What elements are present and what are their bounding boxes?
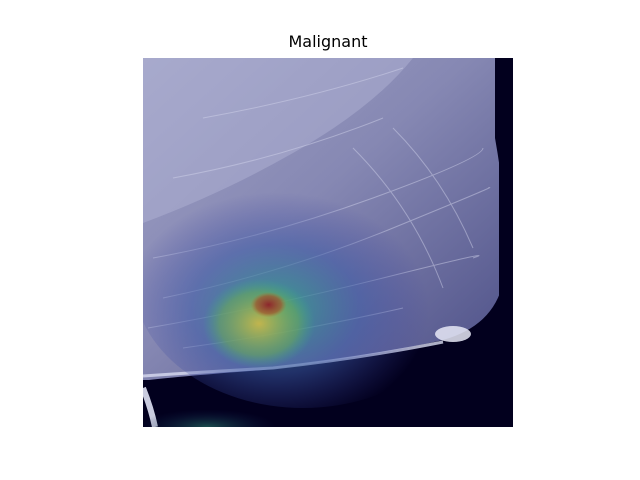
mammogram-heatmap-image [143,58,513,427]
mammogram-heatmap-icon [143,58,513,427]
figure-title: Malignant [288,32,368,51]
